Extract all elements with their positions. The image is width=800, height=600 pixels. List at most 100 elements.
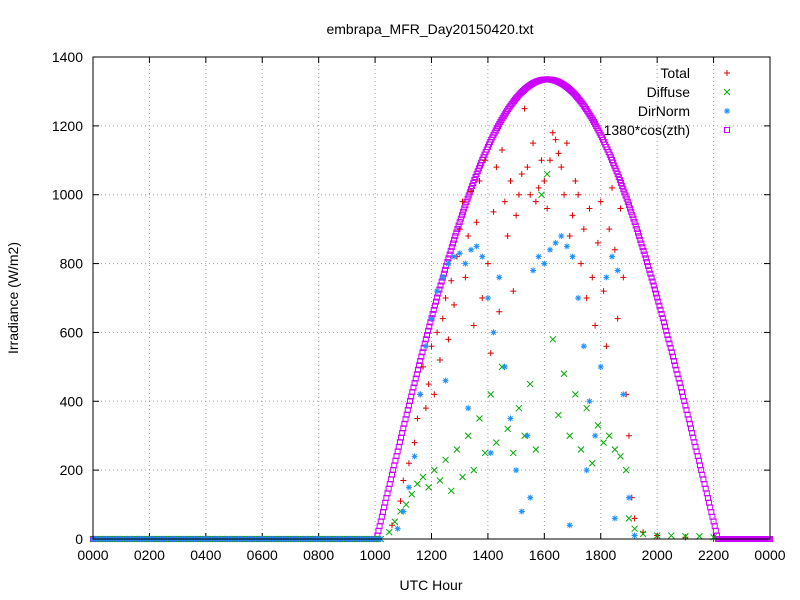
series-point: [422, 336, 429, 343]
series-point: [493, 439, 500, 446]
series-point: [414, 415, 421, 422]
legend-marker: [724, 127, 730, 133]
series-point: [609, 253, 616, 260]
series-point: [580, 226, 587, 233]
series-point: [532, 446, 540, 453]
series-point: [524, 432, 531, 439]
series-point: [589, 274, 596, 281]
series-point: [400, 477, 407, 484]
series-point: [430, 466, 438, 474]
series-point: [535, 253, 542, 260]
series-point: [664, 332, 671, 339]
legend-label: DirNorm: [638, 103, 690, 119]
series-point: [639, 244, 646, 251]
series-point: [665, 336, 672, 343]
series-point: [583, 295, 590, 301]
series-point: [521, 105, 528, 112]
series-point: [555, 411, 562, 419]
x-tick-label: 1600: [529, 547, 560, 563]
series-point: [675, 375, 682, 382]
series-point: [429, 310, 436, 317]
series-point: [682, 532, 689, 540]
legend-marker: [724, 70, 730, 76]
series-point: [394, 525, 401, 532]
series-point: [546, 157, 553, 164]
series-point: [447, 487, 455, 495]
series-point: [621, 189, 628, 196]
series-point: [678, 389, 685, 396]
series-point: [618, 180, 625, 187]
series-point: [442, 266, 449, 273]
x-tick-label: 0600: [247, 547, 278, 563]
series-point: [625, 432, 632, 439]
series-point: [442, 377, 449, 384]
series-point: [459, 198, 466, 205]
series-point: [603, 343, 610, 350]
series-point: [632, 222, 639, 229]
series-point: [641, 251, 648, 258]
series-point: [538, 157, 545, 164]
series-point: [445, 336, 452, 343]
y-tick-label: 400: [60, 393, 84, 409]
series-point: [496, 274, 503, 281]
legend-marker: [724, 108, 730, 114]
series-point: [572, 391, 579, 398]
series-point: [389, 522, 396, 529]
series-point: [411, 439, 418, 446]
series-point: [653, 532, 661, 539]
series-point: [569, 212, 576, 219]
x-tick-label: 0200: [134, 547, 165, 563]
series-point: [481, 449, 489, 457]
series-point: [546, 246, 553, 253]
series-point: [464, 432, 472, 440]
series-point: [671, 357, 678, 364]
chart-title: embrapa_MFR_Day20150420.txt: [326, 21, 533, 37]
series-point: [663, 327, 670, 334]
legend: Total Diffuse DirNorm 1380*cos(zth): [604, 65, 731, 138]
series-point: [636, 233, 643, 240]
series-point: [501, 198, 508, 205]
series-point: [633, 226, 640, 233]
series-point: [616, 177, 623, 184]
series-point: [461, 205, 468, 212]
series-point: [672, 362, 679, 369]
series-point: [484, 295, 491, 301]
series-point: [558, 164, 565, 171]
series-point: [509, 449, 517, 457]
series-point: [625, 494, 632, 501]
series-point: [592, 432, 599, 439]
series-point: [524, 164, 531, 171]
series-point: [449, 240, 456, 247]
series-point: [662, 323, 669, 330]
series-point: [644, 259, 651, 266]
series-point: [677, 384, 684, 391]
series-point: [422, 343, 429, 350]
series-point: [479, 253, 486, 260]
series-point: [566, 432, 574, 440]
x-tick-label: 0800: [303, 547, 334, 563]
series-point: [513, 467, 520, 474]
series-point: [696, 532, 703, 540]
series-point: [410, 384, 417, 391]
series-point: [642, 255, 649, 262]
series-point: [484, 260, 491, 267]
series-point: [645, 262, 652, 269]
x-tick-label: 1800: [585, 547, 616, 563]
series-point: [603, 274, 610, 281]
series-point: [413, 371, 420, 378]
y-tick-label: 600: [60, 324, 84, 340]
y-axis-label: Irradiance (W/m2): [5, 242, 21, 354]
series-point: [405, 484, 412, 491]
series-point: [631, 219, 638, 226]
plot-marks: [89, 76, 773, 543]
series-point: [538, 191, 545, 199]
series-point: [657, 306, 664, 313]
series-point: [569, 253, 576, 260]
series-point: [563, 243, 570, 250]
series-point: [451, 253, 458, 260]
series-point: [431, 391, 438, 398]
series-point: [566, 233, 573, 240]
series-point: [651, 286, 658, 293]
series-point: [530, 267, 537, 274]
